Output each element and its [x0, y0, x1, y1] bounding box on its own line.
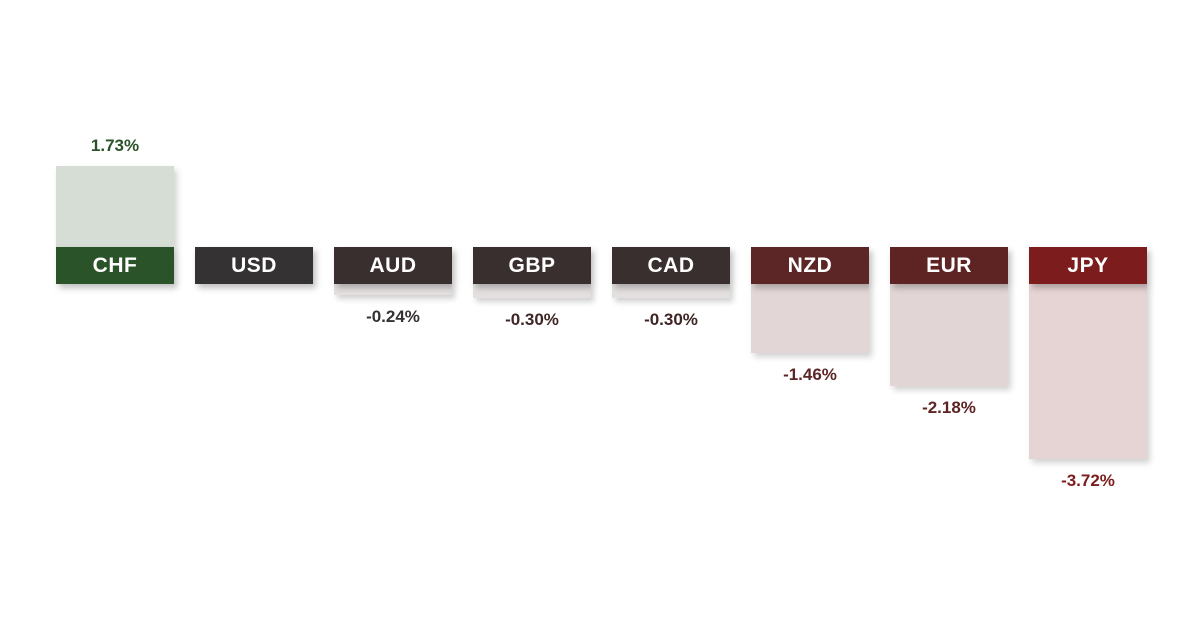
category-label-aud: AUD — [334, 247, 452, 284]
value-label-eur: -2.18% — [922, 398, 976, 418]
bar-chf — [56, 165, 174, 247]
category-label-cad: CAD — [612, 247, 730, 284]
value-label-chf: 1.73% — [90, 135, 140, 155]
value-label-cad: -0.30% — [644, 310, 698, 330]
bar-jpy — [1029, 284, 1147, 459]
value-label-nzd: -1.46% — [783, 364, 837, 384]
bar-gbp — [473, 284, 591, 299]
category-label-eur: EUR — [890, 247, 1008, 284]
bar-cad — [612, 284, 730, 299]
category-label-jpy: JPY — [1029, 247, 1147, 284]
category-label-chf: CHF — [56, 247, 174, 284]
bar-eur — [890, 284, 1008, 387]
value-label-gbp: -0.30% — [505, 310, 559, 330]
value-label-jpy: -3.72% — [1061, 470, 1115, 490]
category-label-nzd: NZD — [751, 247, 869, 284]
value-label-aud: -0.24% — [366, 307, 420, 327]
category-label-usd: USD — [195, 247, 313, 284]
category-label-gbp: GBP — [473, 247, 591, 284]
bar-nzd — [751, 284, 869, 353]
bar-aud — [334, 284, 452, 296]
